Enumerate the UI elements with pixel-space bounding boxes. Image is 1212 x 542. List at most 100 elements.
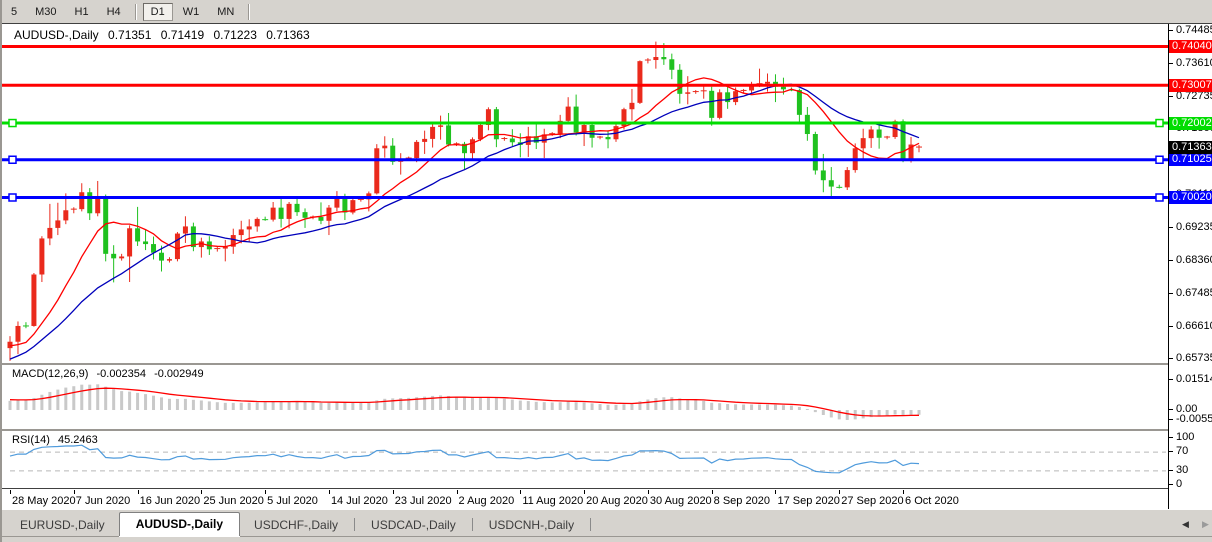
timeframe-button-mn[interactable]: MN [217,5,235,18]
rsi-axis-label: 0 [1176,478,1183,490]
axis-tick [1169,358,1173,360]
axis-tick [1169,325,1173,327]
axis-tick [1169,484,1173,485]
date-label: 7 Jun 2020 [75,495,131,507]
tab-scroll-left-icon[interactable]: ◀ [1182,519,1189,529]
macd-signal-value: -0.002949 [154,368,204,380]
macd-name: MACD(12,26,9) [12,368,89,380]
tab-separator [590,518,592,531]
macd-signal-line [9,387,920,417]
date-label: 2 Aug 2020 [458,495,515,507]
macd-histogram [8,384,921,420]
date-label: 14 Jul 2020 [330,495,388,507]
ma-fast-line [9,77,920,347]
tab-usdcnh[interactable]: USDCNH-,Daily [488,518,575,532]
date-label: 17 Sep 2020 [777,495,840,507]
rsi-value: 45.2463 [57,434,98,446]
axis-tick [1169,95,1173,97]
date-tick [201,490,203,494]
date-label: 30 Aug 2020 [649,495,712,507]
timeframe-button-h1[interactable]: H1 [74,5,89,18]
quote-open: 0.71351 [108,28,152,42]
timeframe-button-5[interactable]: 5 [11,5,18,18]
chart-title: AUDUSD-,Daily 0.71351 0.71419 0.71223 0.… [14,28,316,42]
rsi-axis-label: 30 [1176,464,1189,476]
price-badge-0.73007: 0.73007 [1169,78,1212,92]
date-tick [137,490,139,494]
axis-tick [1169,226,1173,228]
quote-low: 0.71223 [213,28,257,42]
date-label: 23 Jul 2020 [394,495,452,507]
date-tick [392,490,394,494]
axis-tick [1169,470,1173,471]
date-axis[interactable]: 28 May 2020 7 Jun 2020 16 Jun 2020 25 Jun 2… [2,490,1168,510]
price-tick-label: 0.69235 [1176,220,1212,233]
date-label: 6 Oct 2020 [905,495,959,507]
timeframe-button-m30[interactable]: M30 [35,5,57,18]
macd-axis-label: 0.00 [1176,403,1198,415]
tab-separator [354,518,356,531]
axis-tick [1169,259,1173,261]
date-label: 5 Jul 2020 [267,495,318,507]
date-tick [775,490,777,494]
horizontal-line-0.71025[interactable] [2,155,1168,164]
date-label: 27 Sep 2020 [841,495,904,507]
price-chart-canvas[interactable] [2,24,1168,365]
axis-tick [1169,437,1173,438]
tab-usdchf[interactable]: USDCHF-,Daily [254,518,339,532]
tab-audusd[interactable]: AUDUSD-,Daily [118,512,241,536]
date-label: 28 May 2020 [12,495,76,507]
price-tick-label: 0.65735 [1176,352,1212,365]
macd-panel-canvas[interactable] [2,365,1168,431]
rsi-axis-label: 100 [1176,431,1195,443]
date-label: 8 Sep 2020 [713,495,770,507]
price-badge-0.71363: 0.71363 [1169,140,1212,154]
date-tick [520,490,522,494]
price-tick-label: 0.73610 [1176,56,1212,69]
timeframe-button-d1[interactable]: D1 [142,2,173,21]
date-tick [711,490,713,494]
axis-tick [1169,292,1173,294]
price-tick-label: 0.72735 [1176,89,1212,102]
date-axis-border [2,488,1168,490]
timeframe-button-w1[interactable]: W1 [182,5,200,18]
horizontal-line-0.7002[interactable] [2,193,1168,202]
axis-tick [1169,451,1173,452]
timeframe-toolbar: 5 M30 H1 H4 D1 W1 MN [2,0,1212,24]
date-tick [10,490,11,494]
axis-tick [1169,419,1173,420]
rsi-line [9,444,920,474]
tab-scroll-right-icon[interactable]: ▶ [1202,519,1209,529]
tab-usdcad[interactable]: USDCAD-,Daily [371,518,456,532]
tab-eurusd[interactable]: EURUSD-,Daily [20,518,105,532]
rsi-panel-canvas[interactable] [2,431,1168,490]
price-badge-0.71025: 0.71025 [1169,153,1212,167]
price-axis[interactable]: 0.744850.736100.727350.718600.709850.701… [1169,24,1212,510]
date-label: 11 Aug 2020 [522,495,584,507]
panel-splitter-macd[interactable] [2,363,1168,366]
toolbar-separator [134,3,137,20]
date-tick [265,490,267,494]
date-tick [73,490,75,494]
price-tick-label: 0.66610 [1176,319,1212,332]
date-tick [584,490,586,494]
price-tick-label: 0.74485 [1176,23,1212,36]
ma-slow-line [9,83,920,360]
macd-label: MACD(12,26,9) -0.002354 -0.002949 [12,368,209,380]
axis-tick [1169,379,1173,380]
horizontal-line-0.72002[interactable] [2,118,1168,128]
timeframe-button-h4[interactable]: H4 [106,5,121,18]
date-label: 16 Jun 2020 [139,495,201,507]
candlestick-series [7,41,922,361]
price-tick-label: 0.67485 [1176,286,1212,299]
macd-axis-label: -0.005595 [1176,413,1212,425]
price-badge-0.72002: 0.72002 [1169,116,1212,130]
panel-splitter-rsi[interactable] [2,429,1168,432]
chart-tab-bar: EURUSD-,Daily AUDUSD-,Daily USDCHF-,Daily U… [2,509,1212,542]
quote-high: 0.71419 [160,28,205,42]
rsi-name: RSI(14) [12,434,50,446]
symbol-label: AUDUSD-,Daily [14,28,99,42]
date-label: 20 Aug 2020 [586,495,648,507]
date-tick [328,490,330,494]
